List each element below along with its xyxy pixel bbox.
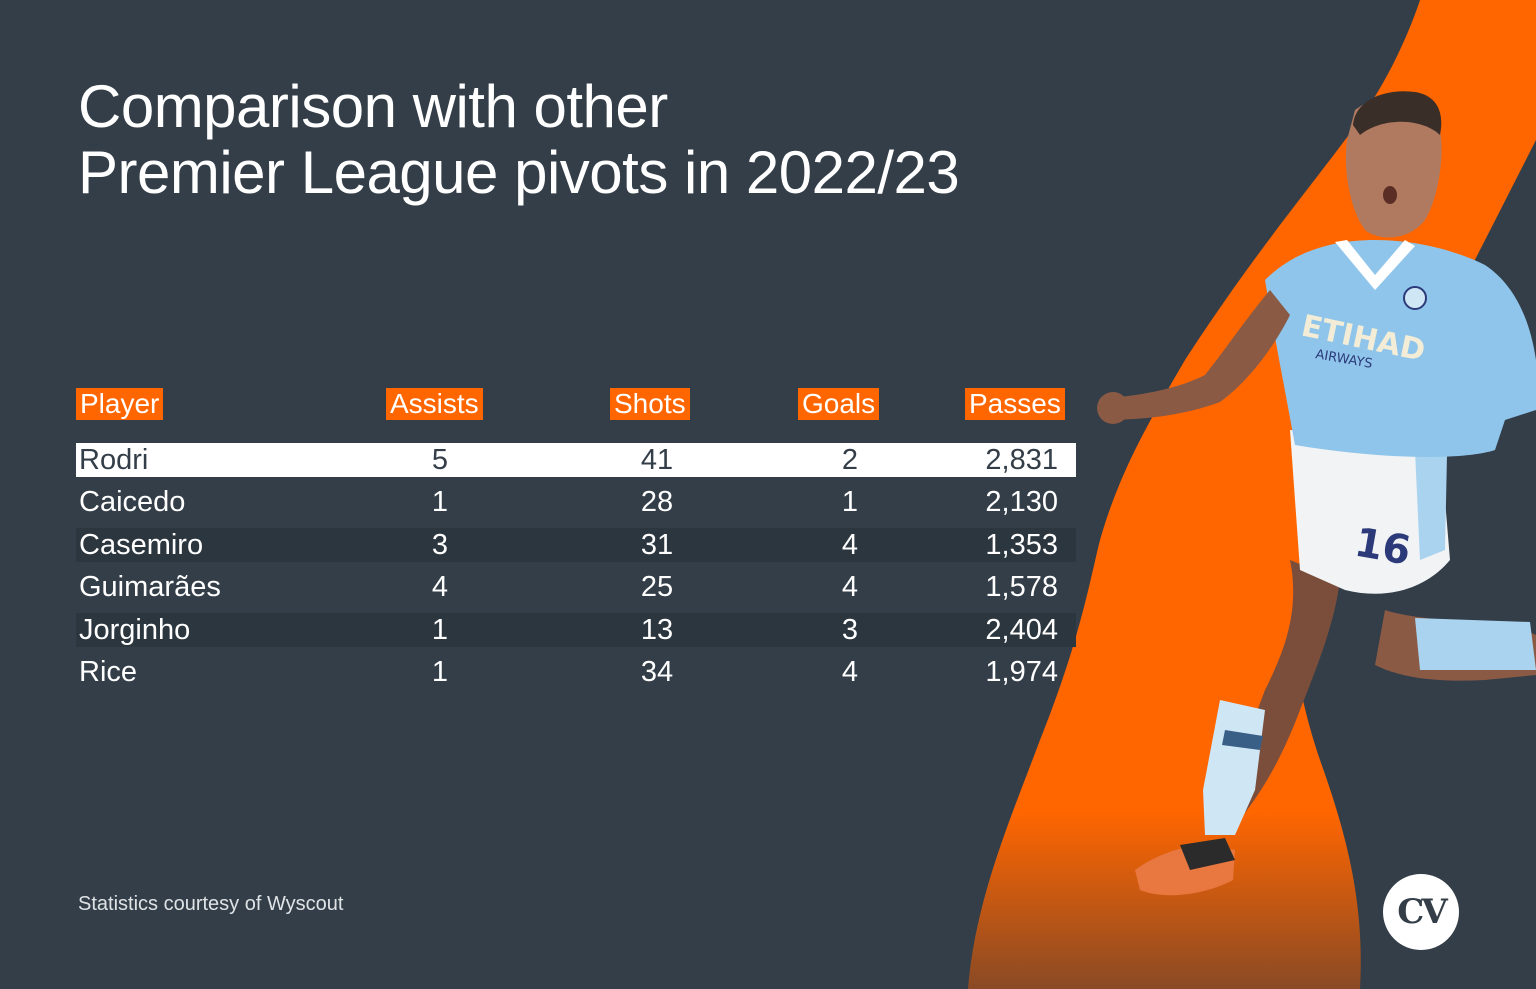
table-row-guimaraes: Guimarães 4 25 4 1,578	[76, 570, 1076, 612]
cell-player: Guimarães	[79, 571, 221, 604]
header-shots: Shots	[610, 388, 690, 420]
cell-assists: 4	[431, 571, 449, 604]
table-row-caicedo: Caicedo 1 28 1 2,130	[76, 485, 1076, 527]
cell-shots: 31	[640, 528, 674, 561]
cell-shots: 25	[640, 571, 674, 604]
cell-assists: 1	[431, 613, 449, 646]
table-row-casemiro: Casemiro 3 31 4 1,353	[76, 527, 1076, 570]
row-stripe	[76, 527, 1076, 562]
source-note: Statistics courtesy of Wyscout	[78, 893, 344, 915]
cell-goals: 4	[841, 571, 859, 604]
cell-player: Rice	[79, 655, 138, 688]
cell-passes: 1,353	[985, 528, 1058, 561]
row-stripe	[76, 612, 1076, 647]
cell-passes: 1,974	[985, 655, 1058, 688]
cell-player: Caicedo	[79, 486, 186, 519]
cell-shots: 34	[640, 655, 674, 688]
stats-table: Player Assists Shots Goals Passes Rodri …	[76, 388, 1076, 688]
header-passes: Passes	[965, 388, 1065, 420]
cell-passes: 2,831	[985, 444, 1058, 476]
cell-player: Casemiro	[79, 528, 204, 561]
title-line-1: Comparison with other	[78, 73, 668, 140]
cell-goals: 1	[841, 486, 859, 519]
cv-logo: CV	[1383, 874, 1459, 950]
row-highlight-bar	[76, 443, 1076, 477]
cell-assists: 1	[431, 486, 449, 519]
cell-goals: 4	[841, 528, 859, 561]
page-title: Comparison with other Premier League piv…	[78, 73, 960, 206]
svg-text:16: 16	[1351, 520, 1414, 575]
cell-goals: 2	[841, 444, 859, 476]
table-body: Rodri 5 41 2 2,831 Caicedo 1 28 1 2,130 …	[76, 443, 1076, 697]
table-header: Player Assists Shots Goals Passes	[76, 388, 1076, 424]
header-player: Player	[76, 388, 164, 420]
cell-goals: 3	[841, 613, 859, 646]
cell-passes: 1,578	[985, 571, 1058, 604]
cell-shots: 41	[640, 444, 674, 476]
cell-passes: 2,130	[985, 486, 1058, 519]
table-row-rodri: Rodri 5 41 2 2,831	[76, 443, 1076, 485]
table-row-rice: Rice 1 34 4 1,974	[76, 655, 1076, 697]
header-goals: Goals	[798, 388, 880, 420]
header-assists: Assists	[386, 388, 483, 420]
cell-assists: 1	[431, 655, 449, 688]
cell-passes: 2,404	[985, 613, 1058, 646]
cell-player: Rodri	[79, 444, 149, 476]
cell-assists: 5	[431, 444, 449, 476]
cell-shots: 13	[640, 613, 674, 646]
cell-shots: 28	[640, 486, 674, 519]
cell-assists: 3	[431, 528, 449, 561]
player-photo: 16 ETIHAD AIRWAYS	[1097, 91, 1536, 896]
cell-player: Jorginho	[79, 613, 191, 646]
title-line-2: Premier League pivots in 2022/23	[78, 139, 960, 206]
table-row-jorginho: Jorginho 1 13 3 2,404	[76, 612, 1076, 655]
cell-goals: 4	[841, 655, 859, 688]
